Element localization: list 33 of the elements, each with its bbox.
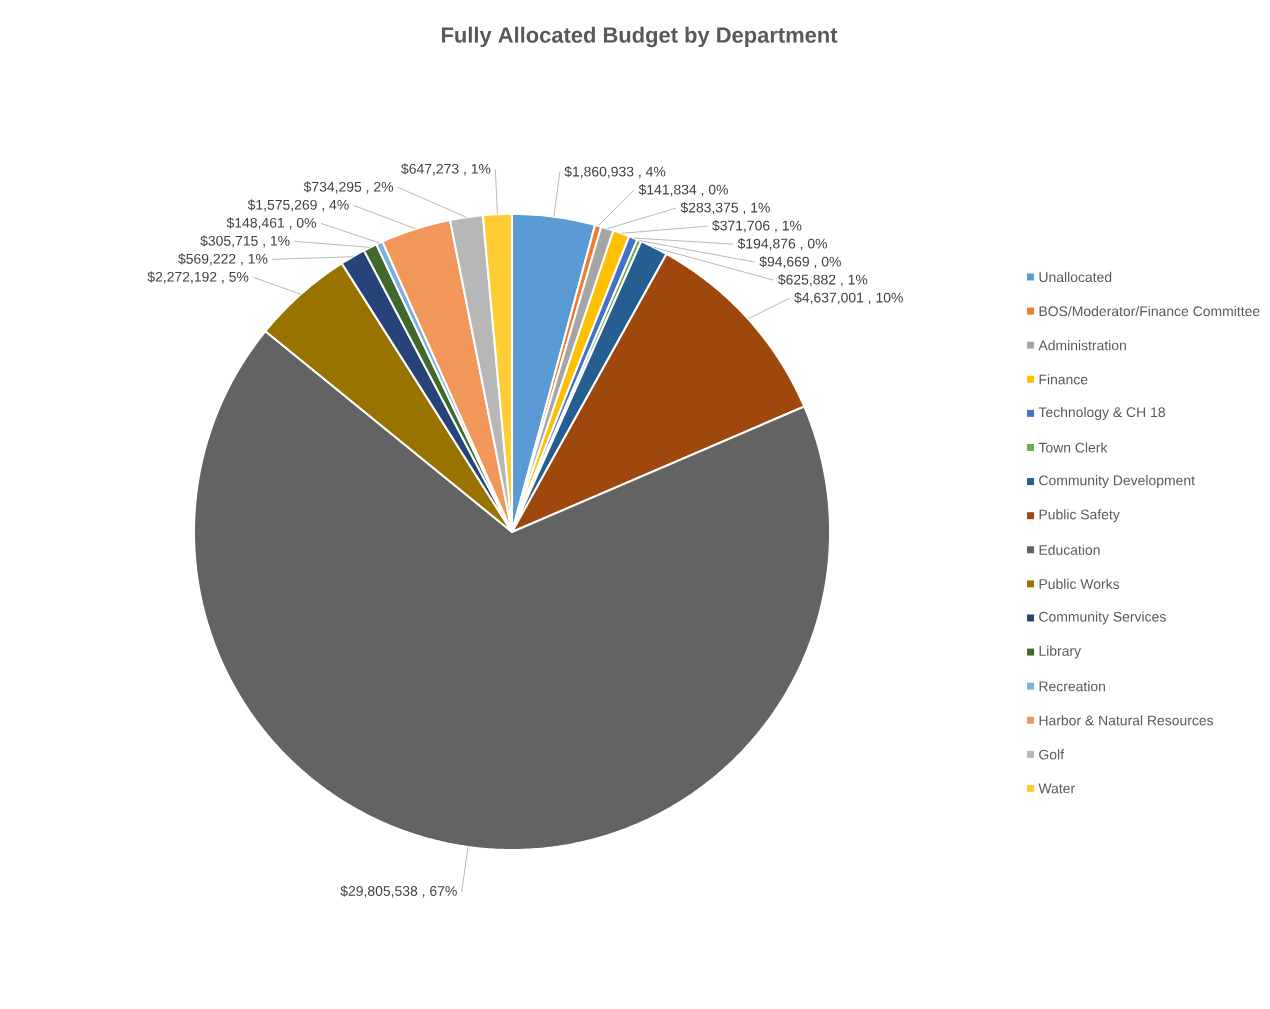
data-label: $94,669 , 0% — [759, 256, 841, 269]
legend-label: Golf — [1039, 749, 1065, 760]
data-label: $141,834 , 0% — [638, 184, 728, 197]
legend-label: Education — [1039, 544, 1100, 555]
legend-label: Community Services — [1039, 611, 1166, 625]
data-label: $371,706 , 1% — [712, 220, 802, 233]
chart-title: Fully Allocated Budget by Department — [441, 26, 838, 48]
legend-label: Recreation — [1039, 681, 1105, 692]
legend-label: Technology & CH 18 — [1038, 406, 1165, 420]
data-label: $283,375 , 1% — [680, 202, 770, 215]
data-label: $734,295 , 2% — [303, 181, 394, 194]
data-label: $2,272,192 , 5% — [147, 271, 249, 284]
data-label: $194,876 , 0% — [737, 238, 828, 251]
data-label: $305,715 , 1% — [200, 235, 290, 248]
legend-label: Public Works — [1039, 578, 1120, 589]
data-label: $1,860,933 , 4% — [564, 166, 666, 179]
legend-label: Public Safety — [1039, 509, 1120, 523]
legend-label: Town Clerk — [1038, 442, 1108, 453]
data-label: $569,222 , 1% — [178, 253, 268, 266]
data-label: $1,575,269 , 4% — [247, 199, 349, 212]
data-label: $647,273 , 1% — [401, 163, 491, 176]
data-label: $4,637,001 , 10% — [794, 292, 903, 305]
legend-label: BOS/Moderator/Finance Committee — [1039, 305, 1260, 317]
legend-label: Finance — [1039, 374, 1088, 385]
legend-label: Administration — [1038, 340, 1126, 351]
data-label: $29,805,538 , 67% — [340, 885, 457, 898]
legend-label: Harbor & Natural Resources — [1039, 715, 1214, 726]
data-label: $625,882 , 1% — [778, 274, 868, 287]
legend-label: Water — [1038, 783, 1075, 794]
data-label: $148,461 , 0% — [226, 217, 316, 230]
legend-label: Library — [1039, 645, 1082, 659]
legend-label: Unallocated — [1039, 271, 1112, 283]
legend-label: Community Development — [1039, 475, 1195, 489]
